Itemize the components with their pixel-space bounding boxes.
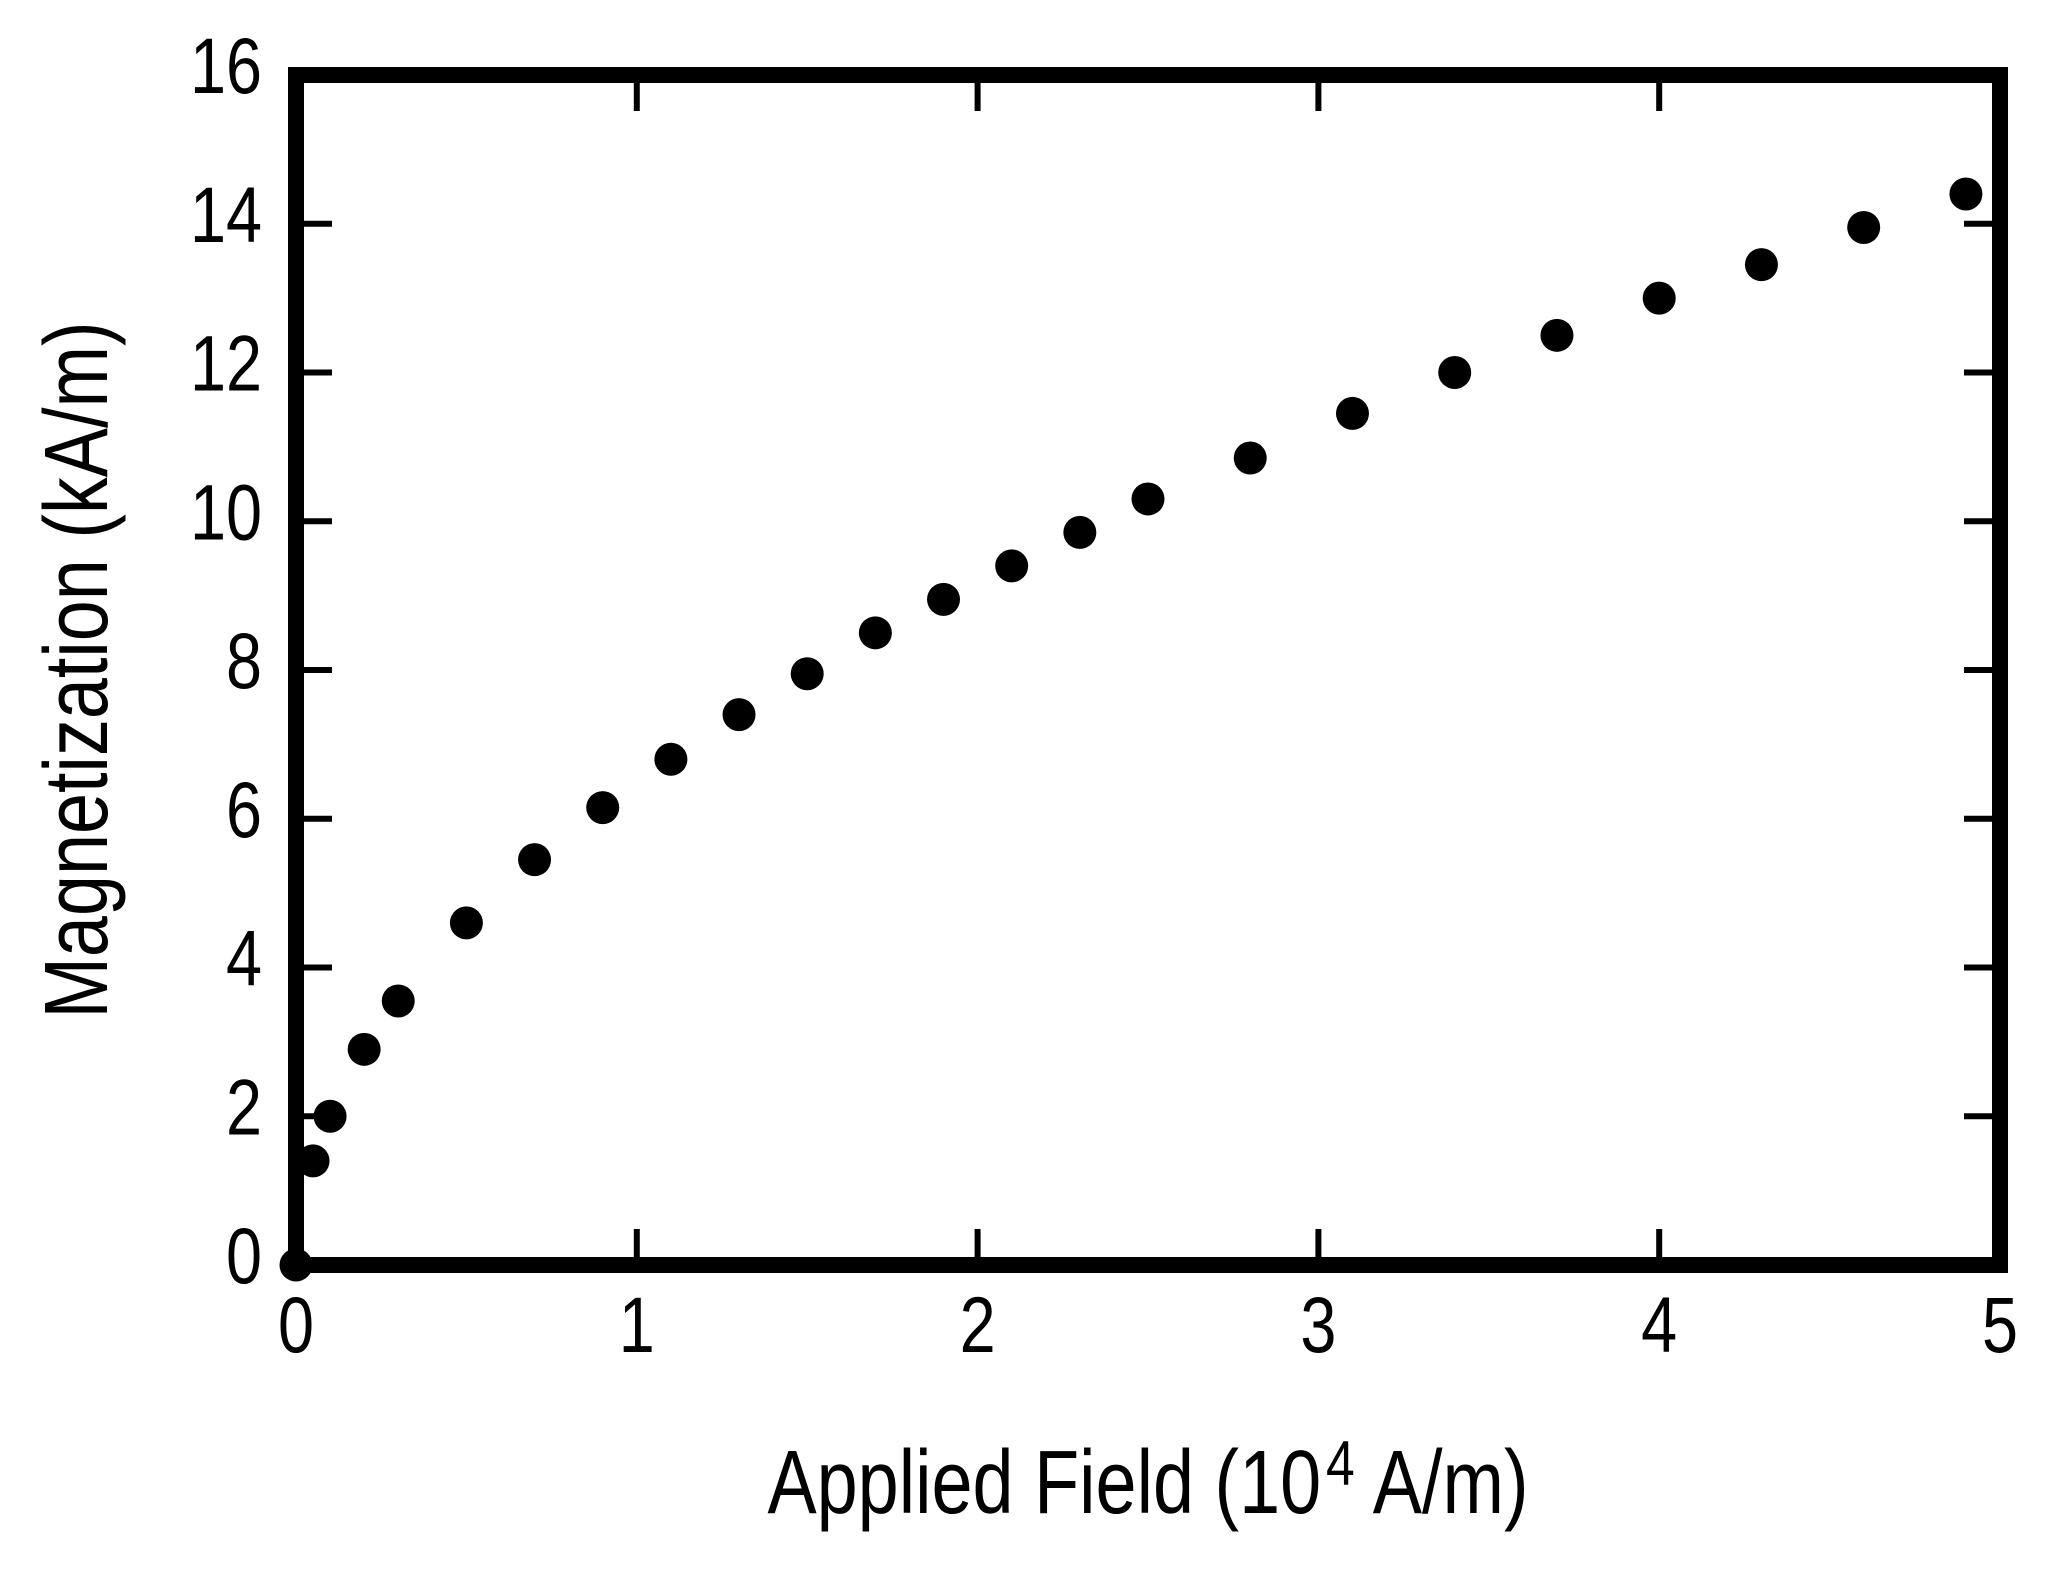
data-point: [1233, 441, 1267, 475]
x-tick-label: 3: [1300, 1282, 1336, 1369]
data-point: [1949, 177, 1983, 211]
data-point: [1642, 281, 1676, 315]
data-point: [449, 906, 483, 940]
data-point: [858, 616, 892, 650]
data-point: [296, 1144, 330, 1178]
y-tick-label: 6: [226, 767, 262, 854]
y-tick-label: 8: [226, 618, 262, 705]
y-axis-title: Magnetization (kA/m): [27, 321, 127, 1018]
data-point: [995, 549, 1029, 583]
data-point: [347, 1032, 381, 1066]
y-tick-label: 0: [226, 1213, 262, 1300]
x-tick-label: 5: [1982, 1282, 2018, 1369]
x-tick-label: 0: [278, 1282, 314, 1369]
data-point: [722, 698, 756, 732]
y-tick-label: 12: [190, 321, 262, 408]
data-point: [279, 1248, 313, 1282]
data-point: [313, 1099, 347, 1133]
y-tick-label: 4: [226, 916, 262, 1003]
data-point: [927, 582, 961, 616]
data-point: [1540, 318, 1574, 352]
data-point: [1131, 482, 1165, 516]
data-point: [1063, 515, 1097, 549]
data-point: [518, 843, 552, 877]
y-tick-label: 10: [190, 469, 262, 556]
data-points: [279, 177, 1983, 1282]
data-point: [381, 984, 415, 1018]
x-axis-title: Applied Field (104 A/m): [767, 1429, 1528, 1532]
data-point: [1847, 210, 1881, 244]
y-tick-label: 14: [190, 172, 262, 259]
data-point: [1744, 248, 1778, 282]
data-point: [790, 657, 824, 691]
data-point: [586, 791, 620, 825]
x-tick-label: 2: [960, 1282, 996, 1369]
tick-marks: [293, 72, 2003, 1268]
x-tick-label: 1: [619, 1282, 655, 1369]
y-tick-label: 16: [190, 23, 262, 110]
data-point: [654, 742, 688, 776]
x-tick-label: 4: [1641, 1282, 1677, 1369]
data-point: [1335, 396, 1369, 430]
data-point: [1438, 356, 1472, 389]
y-tick-label: 2: [226, 1064, 262, 1151]
